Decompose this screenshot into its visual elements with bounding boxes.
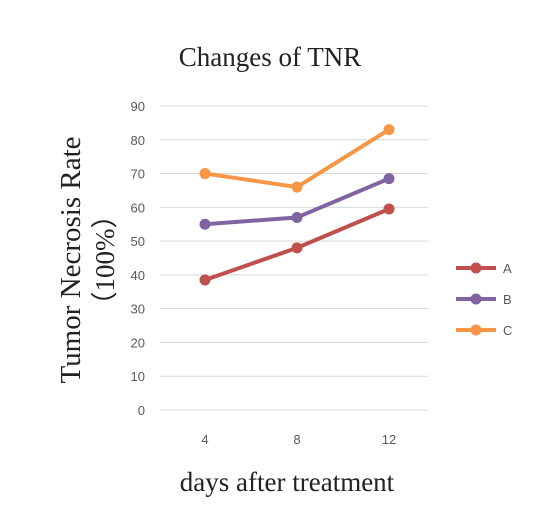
grid-lines bbox=[160, 105, 428, 411]
legend-marker-B bbox=[470, 293, 482, 305]
x-tick-labels: 4 8 12 bbox=[201, 432, 396, 447]
legend-item-B: B bbox=[456, 292, 512, 307]
y-tick-label-20: 20 bbox=[131, 335, 145, 350]
legend-item-C: C bbox=[456, 323, 512, 338]
data-point-C-12 bbox=[383, 124, 395, 136]
series-line-C bbox=[203, 127, 391, 190]
x-tick-label-12: 12 bbox=[382, 432, 396, 447]
y-tick-label-10: 10 bbox=[131, 369, 145, 384]
data-point-C-8 bbox=[291, 181, 303, 193]
legend-marker-A bbox=[470, 262, 482, 274]
legend-item-A: A bbox=[456, 261, 512, 276]
x-tick-label-4: 4 bbox=[201, 432, 208, 447]
x-axis-label: days after treatment bbox=[180, 467, 395, 497]
y-tick-label-0: 0 bbox=[138, 403, 145, 418]
y-tick-label-70: 70 bbox=[131, 167, 145, 182]
y-tick-label-30: 30 bbox=[131, 302, 145, 317]
chart-title: Changes of TNR bbox=[179, 42, 362, 72]
data-point-A-12 bbox=[383, 203, 395, 215]
y-axis-unit: （100%） bbox=[90, 202, 120, 319]
data-point-B-4 bbox=[199, 218, 211, 230]
series-lines bbox=[199, 124, 395, 286]
y-axis-label: Tumor Necrosis Rate bbox=[55, 136, 87, 383]
data-point-B-8 bbox=[291, 211, 303, 223]
series-A bbox=[199, 203, 395, 286]
legend-label-B: B bbox=[503, 292, 512, 307]
data-point-B-12 bbox=[383, 173, 395, 185]
data-point-C-4 bbox=[199, 168, 211, 180]
series-B bbox=[199, 173, 395, 230]
y-tick-label-80: 80 bbox=[131, 133, 145, 148]
legend: A B C bbox=[456, 261, 512, 338]
series-C bbox=[199, 124, 395, 193]
data-point-A-8 bbox=[291, 242, 303, 254]
y-tick-label-60: 60 bbox=[131, 200, 145, 215]
x-tick-label-8: 8 bbox=[293, 432, 300, 447]
y-tick-label-40: 40 bbox=[131, 268, 145, 283]
y-tick-label-50: 50 bbox=[131, 234, 145, 249]
legend-marker-C bbox=[470, 324, 482, 336]
data-point-A-4 bbox=[199, 274, 211, 286]
legend-label-C: C bbox=[503, 323, 512, 338]
y-tick-labels: 0 10 20 30 40 50 60 70 80 90 bbox=[131, 99, 145, 418]
legend-label-A: A bbox=[503, 261, 512, 276]
y-tick-label-90: 90 bbox=[131, 99, 145, 114]
